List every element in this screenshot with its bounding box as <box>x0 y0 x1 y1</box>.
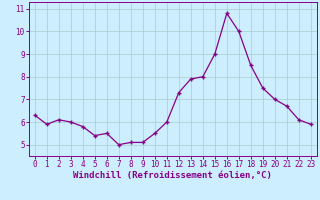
X-axis label: Windchill (Refroidissement éolien,°C): Windchill (Refroidissement éolien,°C) <box>73 171 272 180</box>
